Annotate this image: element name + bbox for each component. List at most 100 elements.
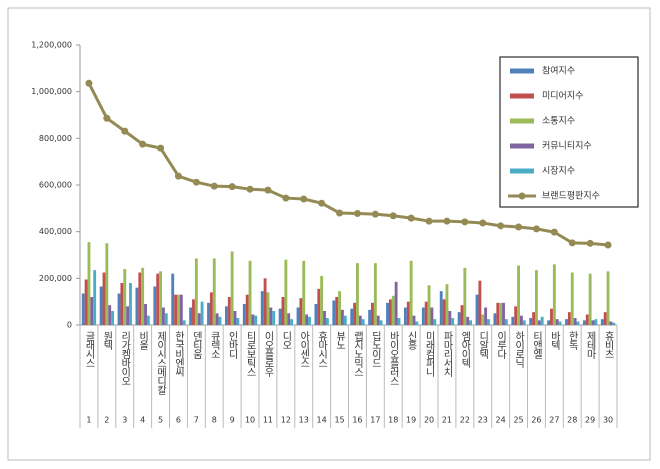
bar <box>129 283 132 325</box>
bar <box>218 316 222 325</box>
bar <box>540 316 544 325</box>
bar <box>338 291 341 325</box>
bar <box>565 319 568 325</box>
x-tick-label: 휴비츠 <box>602 331 614 358</box>
x-tick-label: 큐렉소 <box>208 331 220 358</box>
bar <box>511 316 515 325</box>
bar <box>87 242 91 325</box>
bar <box>427 285 431 325</box>
bar <box>448 311 452 325</box>
bar <box>371 302 374 325</box>
bar <box>189 307 193 325</box>
x-tick-label: 이루다 <box>495 331 507 360</box>
rank-label: 30 <box>603 416 613 425</box>
y-tick-label: 1,200,000 <box>31 41 72 50</box>
bar <box>197 313 201 325</box>
bar <box>504 319 508 325</box>
bar <box>102 272 106 325</box>
bar <box>230 251 234 325</box>
rank-label: 26 <box>531 416 541 425</box>
bar <box>111 311 115 325</box>
bar <box>481 314 485 325</box>
x-tick-label: 덴티움 <box>190 331 202 359</box>
bar <box>93 270 97 325</box>
legend-swatch <box>510 143 534 149</box>
bar <box>314 304 318 325</box>
bar <box>192 299 195 325</box>
bar <box>350 308 354 325</box>
bar <box>394 281 398 325</box>
legend-swatch <box>518 192 526 200</box>
rank-label: 18 <box>388 416 398 425</box>
bar <box>302 260 306 325</box>
bar <box>430 307 434 325</box>
bar <box>493 313 497 325</box>
bar <box>353 302 357 325</box>
bar <box>573 318 577 325</box>
rank-label: 19 <box>406 416 416 425</box>
bar <box>120 283 124 325</box>
x-tick-label: 휴마시스 <box>316 331 328 367</box>
x-tick-label: 디오 <box>280 331 292 349</box>
x-tick-label: 제이시스메디칼 <box>155 331 167 395</box>
line-marker <box>228 183 236 191</box>
bar <box>532 312 536 325</box>
bar <box>108 305 112 325</box>
bar <box>263 278 267 325</box>
rank-label: 8 <box>212 416 217 425</box>
x-tick-label: 바이오플러스 <box>387 331 399 385</box>
bar <box>153 286 157 325</box>
rank-label: 4 <box>140 416 145 425</box>
x-tick-label: 엠아이텍 <box>459 331 471 369</box>
bar <box>174 294 178 325</box>
bar <box>373 263 377 325</box>
bar <box>547 320 551 325</box>
bar <box>445 284 449 325</box>
bar <box>535 270 538 325</box>
bar <box>522 320 526 325</box>
bar <box>284 259 288 325</box>
bar <box>552 264 556 325</box>
y-tick-label: 0 <box>67 321 72 330</box>
bar <box>433 319 437 325</box>
x-tick-label: 바텍 <box>548 331 560 351</box>
bar <box>308 316 311 325</box>
bar <box>356 263 359 325</box>
bar <box>558 321 562 325</box>
line-marker <box>336 209 344 217</box>
rank-label: 5 <box>158 416 163 425</box>
bar <box>612 322 616 325</box>
line-marker <box>515 223 523 231</box>
y-tick-label: 800,000 <box>39 134 72 143</box>
legend-label: 커뮤니티지수 <box>542 141 592 152</box>
bar <box>290 319 294 325</box>
bar <box>317 288 321 325</box>
x-tick-label: 리가켐바이오 <box>119 331 131 385</box>
bar <box>514 306 518 325</box>
y-tick-label: 200,000 <box>39 274 72 283</box>
rank-label: 28 <box>567 416 577 425</box>
bar <box>207 302 210 325</box>
legend-label: 소통지수 <box>542 116 575 127</box>
bar <box>135 287 139 325</box>
bar <box>287 313 291 325</box>
rank-label: 24 <box>496 416 506 425</box>
line-marker <box>604 241 612 249</box>
line-marker <box>85 79 93 87</box>
bar <box>421 307 425 325</box>
bar <box>379 320 383 325</box>
line-marker <box>550 228 558 236</box>
bar <box>200 301 204 325</box>
bar <box>529 318 533 325</box>
bar <box>555 319 559 325</box>
bar <box>460 305 464 325</box>
bar <box>320 276 324 325</box>
line-marker <box>157 144 165 152</box>
line-marker <box>568 239 576 247</box>
bar <box>99 286 103 325</box>
bar <box>550 308 553 325</box>
bar <box>138 272 142 325</box>
bar <box>123 269 127 325</box>
line-marker <box>425 217 433 225</box>
line-marker <box>282 194 290 202</box>
